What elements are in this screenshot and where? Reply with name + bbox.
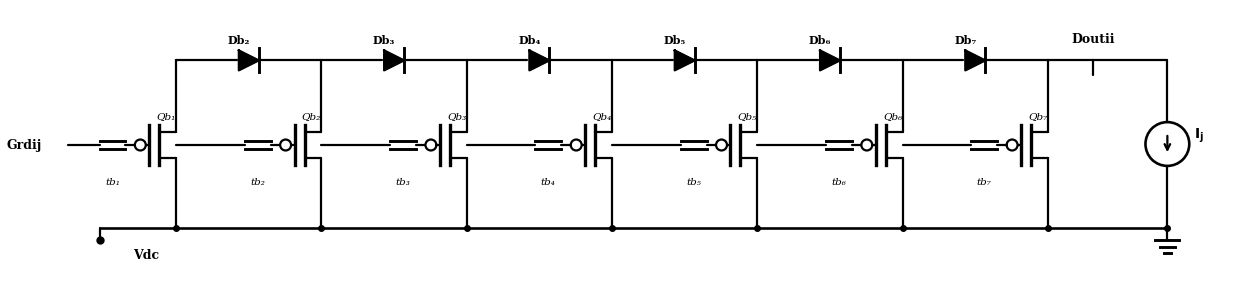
Text: $\mathbf{I_j}$: $\mathbf{I_j}$: [1194, 127, 1204, 145]
Text: Db₄: Db₄: [518, 35, 541, 46]
Polygon shape: [529, 50, 549, 70]
Polygon shape: [384, 50, 404, 70]
Text: Grdij: Grdij: [7, 139, 42, 151]
Text: tb₃: tb₃: [396, 178, 410, 187]
Text: Vdc: Vdc: [133, 249, 160, 262]
Text: Db₅: Db₅: [663, 35, 686, 46]
Text: tb₂: tb₂: [250, 178, 265, 187]
Text: Qb₃: Qb₃: [448, 112, 466, 121]
Text: Qb₆: Qb₆: [883, 112, 903, 121]
Text: Qb₅: Qb₅: [738, 112, 756, 121]
Text: tb₄: tb₄: [541, 178, 556, 187]
Polygon shape: [820, 50, 839, 70]
Text: tb₆: tb₆: [832, 178, 847, 187]
Text: Doutii: Doutii: [1071, 33, 1115, 46]
Text: Qb₇: Qb₇: [1028, 112, 1048, 121]
Polygon shape: [675, 50, 694, 70]
Text: tb₅: tb₅: [686, 178, 701, 187]
Text: Db₆: Db₆: [808, 35, 831, 46]
Text: Qb₄: Qb₄: [593, 112, 611, 121]
Text: Db₃: Db₃: [373, 35, 396, 46]
Text: tb₇: tb₇: [977, 178, 992, 187]
Text: tb₁: tb₁: [105, 178, 120, 187]
Text: Db₂: Db₂: [228, 35, 250, 46]
Polygon shape: [965, 50, 986, 70]
Polygon shape: [239, 50, 259, 70]
Text: Qb₁: Qb₁: [156, 112, 176, 121]
Text: Qb₂: Qb₂: [301, 112, 321, 121]
Text: Db₇: Db₇: [954, 35, 977, 46]
